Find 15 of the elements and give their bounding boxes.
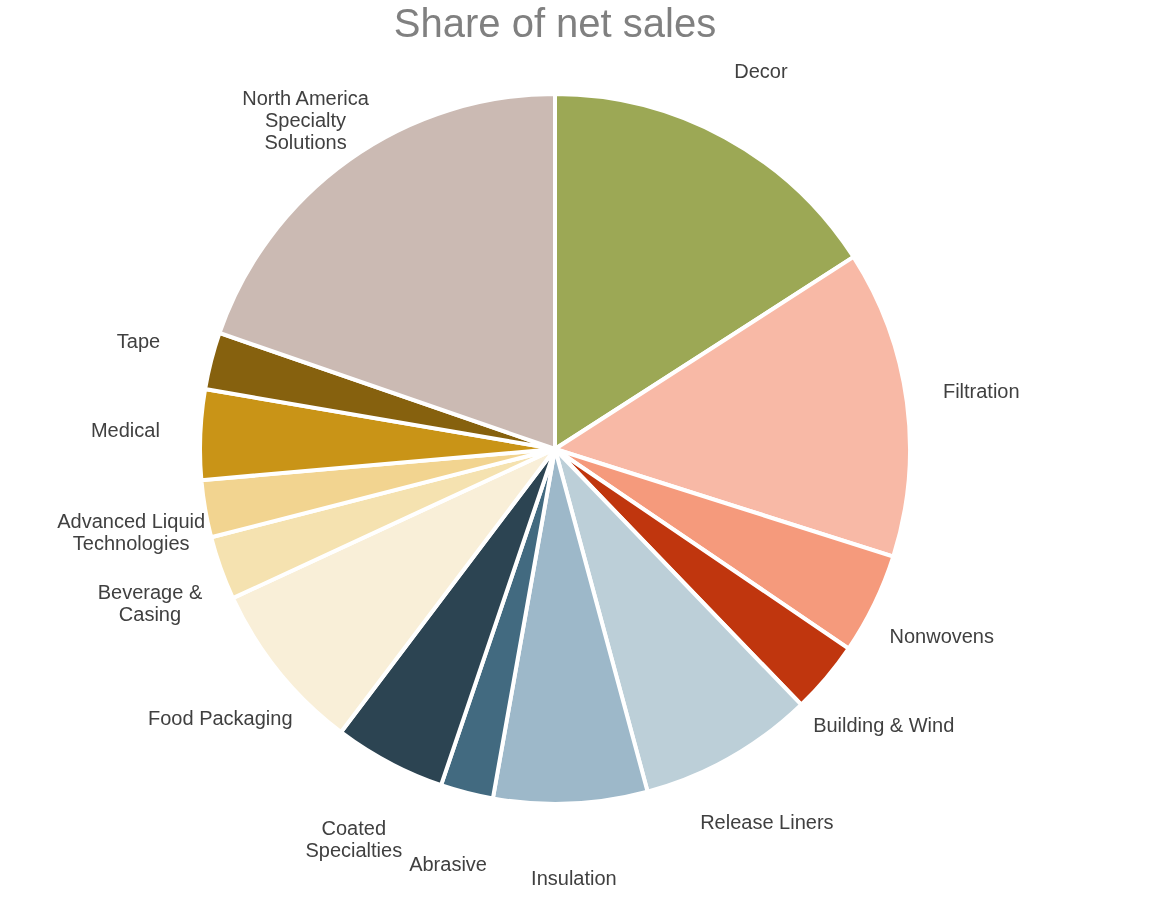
slice-label: North America Specialty Solutions <box>242 86 370 153</box>
slice-label: Decor <box>734 59 788 82</box>
slice-label: Advanced Liquid Technologies <box>57 509 206 554</box>
slice-label: Building & Wind <box>813 714 955 737</box>
slice-label: Tape <box>116 330 161 353</box>
slice-label: Insulation <box>531 866 617 889</box>
slice-label: Food Packaging <box>147 706 293 729</box>
chart-title: Share of net sales <box>393 1 717 45</box>
slice-label: Release Liners <box>700 811 834 834</box>
slice-label: Coated Specialties <box>305 817 403 862</box>
slice-label: Beverage & Casing <box>97 581 203 626</box>
slice-label: Filtration <box>942 380 1020 403</box>
slice-label: Abrasive <box>409 853 487 876</box>
slice-label: Nonwovens <box>889 624 994 647</box>
slice-label: Medical <box>90 419 160 442</box>
